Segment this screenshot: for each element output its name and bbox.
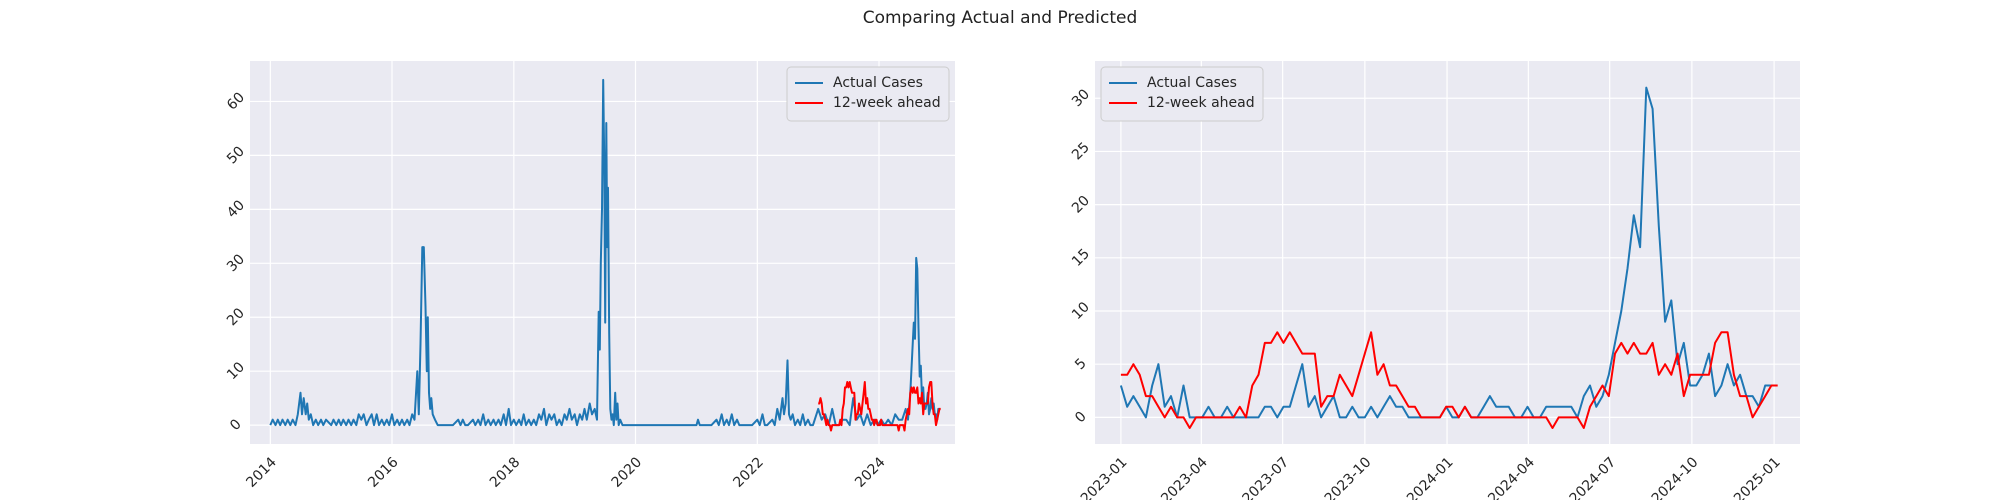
series-line-12-week-ahead — [818, 381, 941, 432]
grid — [1095, 61, 1800, 444]
x-tick-label: 2025-01 — [1731, 454, 1784, 500]
y-tick-label: 10 — [224, 359, 248, 383]
series-group — [269, 78, 941, 432]
legend-label: Actual Cases — [1147, 75, 1237, 91]
y-tick-label: 0 — [1072, 409, 1090, 427]
plot-background — [250, 61, 955, 444]
plot-background — [1095, 61, 1800, 444]
y-tick-label: 60 — [224, 89, 248, 113]
y-tick-label: 30 — [224, 251, 248, 275]
x-tick-label: 2024-10 — [1649, 454, 1702, 500]
y-tick-label: 15 — [1069, 246, 1093, 270]
legend-label: 12-week ahead — [833, 95, 941, 111]
series-line-actual-cases — [1119, 86, 1772, 419]
legend: Actual Cases 12-week ahead — [786, 66, 950, 122]
series-group — [1119, 86, 1778, 429]
x-tick-label: 2022 — [730, 454, 767, 491]
legend-box — [1100, 66, 1264, 122]
legend-label: Actual Cases — [833, 75, 923, 91]
x-tick-label: 2023-10 — [1322, 454, 1375, 500]
y-tick-label: 0 — [227, 416, 245, 434]
x-tick-label: 2023-01 — [1078, 454, 1131, 500]
x-tick-label: 2024-01 — [1404, 454, 1457, 500]
y-tick-label: 5 — [1072, 355, 1090, 373]
y-tick-label: 10 — [1069, 299, 1093, 323]
y-tick-label: 50 — [224, 143, 248, 167]
grid — [250, 61, 955, 444]
y-tick-label: 40 — [224, 197, 248, 221]
y-tick-label: 20 — [1069, 193, 1093, 217]
legend-label: 12-week ahead — [1147, 95, 1255, 111]
x-tick-label: 2023-07 — [1240, 454, 1293, 500]
y-tick-label: 25 — [1069, 139, 1093, 163]
y-tick-label: 20 — [224, 305, 248, 329]
x-tick-label: 2024-04 — [1485, 454, 1538, 500]
x-tick-label: 2018 — [487, 454, 524, 491]
figure-title: Comparing Actual and Predicted — [862, 8, 1138, 28]
series-line-12-week-ahead — [1120, 331, 1778, 429]
x-tick-label: 2016 — [365, 454, 402, 491]
x-tick-label: 2024 — [852, 454, 889, 491]
legend: Actual Cases 12-week ahead — [1100, 66, 1264, 122]
x-tick-label: 2020 — [609, 454, 646, 491]
series-line-actual-cases — [269, 78, 940, 427]
legend-box — [786, 66, 950, 122]
x-tick-label: 2024-07 — [1567, 454, 1620, 500]
x-tick-label: 2023-04 — [1158, 454, 1211, 500]
y-tick-label: 30 — [1069, 86, 1093, 110]
x-tick-label: 2014 — [243, 454, 280, 491]
